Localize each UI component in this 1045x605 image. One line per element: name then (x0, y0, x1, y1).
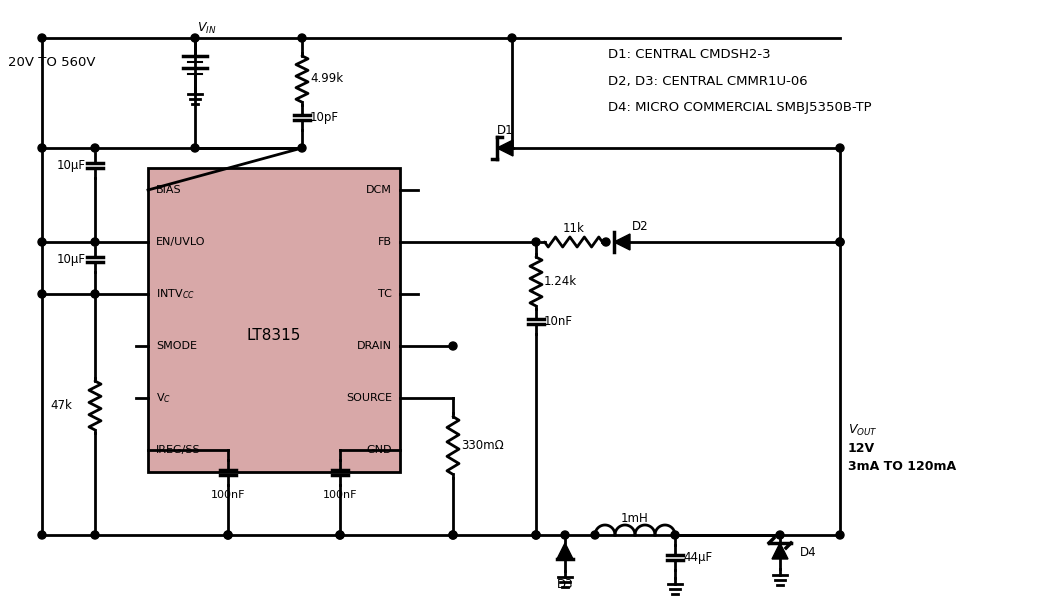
Circle shape (449, 342, 457, 350)
Circle shape (336, 531, 344, 539)
Text: TC: TC (378, 289, 392, 299)
Circle shape (191, 34, 199, 42)
Circle shape (449, 531, 457, 539)
Text: 1mH: 1mH (621, 512, 649, 526)
Text: 12V: 12V (847, 442, 875, 456)
Polygon shape (497, 140, 513, 156)
Circle shape (776, 531, 784, 539)
Circle shape (836, 238, 844, 246)
Circle shape (561, 531, 568, 539)
Text: 10µF: 10µF (57, 159, 86, 171)
Text: 330mΩ: 330mΩ (461, 439, 504, 452)
Text: 20V TO 560V: 20V TO 560V (8, 56, 95, 68)
Text: D4: D4 (800, 546, 816, 560)
Circle shape (191, 144, 199, 152)
Text: SOURCE: SOURCE (346, 393, 392, 403)
Bar (148, 168, 400, 472)
Text: 44µF: 44µF (683, 551, 712, 564)
Text: D2: D2 (631, 220, 648, 234)
Polygon shape (614, 234, 630, 250)
Circle shape (532, 531, 540, 539)
Text: EN/UVLO: EN/UVLO (156, 237, 206, 247)
Text: 100nF: 100nF (323, 490, 357, 500)
Text: 10nF: 10nF (544, 315, 573, 328)
Text: D2, D3: CENTRAL CMMR1U-06: D2, D3: CENTRAL CMMR1U-06 (608, 74, 808, 88)
Circle shape (671, 531, 679, 539)
Circle shape (449, 531, 457, 539)
Text: IREG/SS: IREG/SS (156, 445, 201, 455)
Text: 11k: 11k (562, 223, 584, 235)
Text: 10pF: 10pF (310, 111, 339, 124)
Circle shape (836, 531, 844, 539)
Text: INTV$_{CC}$: INTV$_{CC}$ (156, 287, 195, 301)
Text: 100nF: 100nF (211, 490, 246, 500)
Polygon shape (557, 543, 573, 559)
Circle shape (38, 34, 46, 42)
Text: FB: FB (378, 237, 392, 247)
Text: GND: GND (367, 445, 392, 455)
Text: D4: MICRO COMMERCIAL SMBJ5350B-TP: D4: MICRO COMMERCIAL SMBJ5350B-TP (608, 100, 872, 114)
Text: DRAIN: DRAIN (357, 341, 392, 351)
Text: $V_{OUT}$: $V_{OUT}$ (847, 422, 878, 437)
Text: 1.24k: 1.24k (544, 275, 577, 288)
Text: $V_{IN}$: $V_{IN}$ (198, 21, 216, 36)
Circle shape (91, 531, 99, 539)
Text: 47k: 47k (50, 399, 72, 412)
Text: BIAS: BIAS (156, 185, 182, 195)
Circle shape (38, 290, 46, 298)
Text: DCM: DCM (366, 185, 392, 195)
Text: LT8315: LT8315 (247, 327, 301, 342)
Circle shape (532, 531, 540, 539)
Circle shape (38, 531, 46, 539)
Circle shape (591, 531, 599, 539)
Circle shape (91, 144, 99, 152)
Circle shape (602, 238, 610, 246)
Polygon shape (772, 543, 788, 559)
Text: SMODE: SMODE (156, 341, 198, 351)
Text: D1: D1 (496, 123, 513, 137)
Circle shape (91, 290, 99, 298)
Circle shape (224, 531, 232, 539)
Circle shape (298, 34, 306, 42)
Text: D3: D3 (557, 578, 574, 592)
Circle shape (836, 144, 844, 152)
Circle shape (224, 531, 232, 539)
Circle shape (38, 238, 46, 246)
Circle shape (336, 531, 344, 539)
Circle shape (298, 144, 306, 152)
Text: 4.99k: 4.99k (310, 73, 343, 85)
Text: 3mA TO 120mA: 3mA TO 120mA (847, 460, 956, 474)
Circle shape (532, 238, 540, 246)
Text: 10µF: 10µF (57, 252, 86, 266)
Circle shape (508, 34, 516, 42)
Text: D1: CENTRAL CMDSH2-3: D1: CENTRAL CMDSH2-3 (608, 48, 770, 62)
Circle shape (38, 144, 46, 152)
Text: V$_C$: V$_C$ (156, 391, 171, 405)
Circle shape (836, 238, 844, 246)
Circle shape (91, 238, 99, 246)
